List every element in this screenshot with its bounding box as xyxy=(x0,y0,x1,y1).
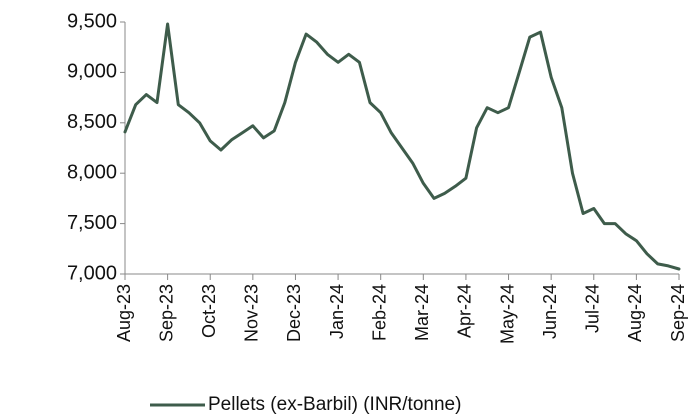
y-tick-label: 7,500 xyxy=(67,212,117,234)
y-tick-label: 8,500 xyxy=(67,111,117,133)
x-tick-label: Apr-24 xyxy=(455,284,475,338)
x-tick-label: Aug-23 xyxy=(114,284,134,342)
x-tick-label: Aug-24 xyxy=(625,284,645,342)
x-tick-label: Nov-23 xyxy=(242,284,262,342)
y-tick-label: 8,000 xyxy=(67,161,117,183)
x-tick-label: Oct-23 xyxy=(199,284,219,338)
x-tick-label: Sep-23 xyxy=(156,284,176,342)
x-tick-label: Jan-24 xyxy=(327,284,347,339)
y-tick-label: 9,000 xyxy=(67,61,117,83)
x-tick-label: Dec-23 xyxy=(284,284,304,342)
x-tick-label: May-24 xyxy=(497,284,517,344)
line xyxy=(123,22,681,271)
x-tick-label: Feb-24 xyxy=(369,284,389,341)
legend-label: Pellets (ex-Barbil) (INR/tonne) xyxy=(208,394,461,415)
x-tick-label: Mar-24 xyxy=(412,284,432,341)
x-tick-label: Jun-24 xyxy=(540,284,560,339)
y-tick-label: 9,500 xyxy=(67,10,117,32)
x-tick-label: Jul-24 xyxy=(583,284,603,333)
x-tick-label: Sep-24 xyxy=(668,284,688,342)
y-tick-label: 7,000 xyxy=(67,262,117,284)
